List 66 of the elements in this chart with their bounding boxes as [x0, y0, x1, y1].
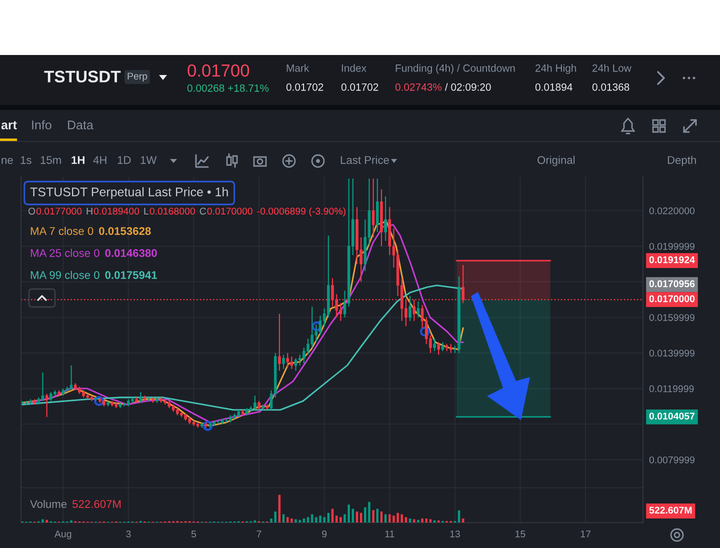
- x-tick-label: 5: [191, 530, 196, 538]
- text: TSTUSDT Perpetual Last Price • 1h: [30, 187, 228, 199]
- text: MA 7 close 0: [30, 226, 94, 235]
- y-tick-label: 0.0220000: [649, 207, 695, 214]
- annotation: 0.0168000: [150, 208, 195, 215]
- y-tick-label: 0.0079999: [649, 456, 694, 464]
- annotation: 0.0146380: [105, 249, 157, 257]
- text: 1H: [72, 156, 84, 164]
- text: 0.01702: [286, 83, 324, 91]
- text: 0.01700: [188, 64, 250, 77]
- x-tick-label: 13: [450, 530, 460, 538]
- text: Info: [32, 120, 52, 130]
- text: 1W: [140, 156, 157, 164]
- text: 0.0104057: [649, 412, 695, 420]
- x-tick-label: 15: [516, 530, 526, 538]
- annotation: 0.0177000: [36, 208, 82, 215]
- text: Last Price: [340, 156, 389, 164]
- text: Data: [68, 120, 94, 130]
- x-tick-label: 17: [580, 530, 590, 538]
- annotation: C: [200, 208, 206, 215]
- text: 24h Low: [592, 64, 632, 72]
- y-tick-label: 0.0119999: [649, 385, 694, 392]
- x-tick-label: 7: [256, 530, 262, 538]
- annotation: 0.0175941: [105, 271, 158, 279]
- text: 15m: [40, 156, 61, 164]
- text: MA 25 close 0: [30, 248, 100, 257]
- text: MA 99 close 0: [30, 270, 100, 279]
- text: 0.01368: [592, 83, 630, 91]
- annotation: L: [144, 208, 149, 215]
- x-tick-label: 9: [322, 530, 327, 538]
- text: TSTUSDT: [44, 70, 121, 82]
- text: Perp: [128, 72, 148, 82]
- text: Depth: [668, 156, 696, 166]
- annotation: 522.607M: [72, 500, 121, 508]
- annotation: 0.0153628: [99, 227, 151, 235]
- annotation: O: [28, 208, 36, 215]
- annotation: H: [86, 208, 92, 215]
- text: 0.0170956: [649, 280, 695, 288]
- text: 522.607M: [649, 506, 692, 514]
- annotation: -0.0006899 (-3.90%): [257, 207, 346, 217]
- text: 1s: [20, 156, 32, 164]
- text: 0.01894: [535, 83, 572, 91]
- text: ne: [2, 158, 13, 164]
- annotation: 0.0189400: [94, 208, 140, 215]
- text: 0.02743%: [395, 83, 442, 91]
- text: / 02:09:20: [444, 83, 491, 91]
- text: 0.0191924: [649, 256, 695, 264]
- chart-title: Volume: [30, 500, 67, 508]
- text: 0.00268 +18.71%: [187, 84, 269, 92]
- text: Mark: [286, 64, 310, 72]
- y-tick-label: 0.0159999: [649, 314, 694, 321]
- y-tick-label: 0.0139999: [649, 350, 694, 357]
- text: 4H: [93, 156, 106, 164]
- text: Funding (4h) / Countdown: [396, 64, 515, 74]
- x-tick-label: 11: [385, 530, 394, 538]
- annotation: 0.0170000: [207, 208, 252, 215]
- text: art: [1, 121, 17, 130]
- y-tick-label: 0.0199999: [649, 242, 694, 250]
- text: 1D: [118, 156, 131, 164]
- x-tick-label: 3: [126, 530, 131, 538]
- x-tick-label: Aug: [54, 530, 72, 540]
- ref-line-label: 0.0170000: [649, 295, 695, 302]
- text: Original: [538, 156, 575, 166]
- text: Index: [342, 64, 366, 72]
- text: 0.01702: [341, 83, 378, 91]
- text: 24h High: [536, 64, 576, 74]
